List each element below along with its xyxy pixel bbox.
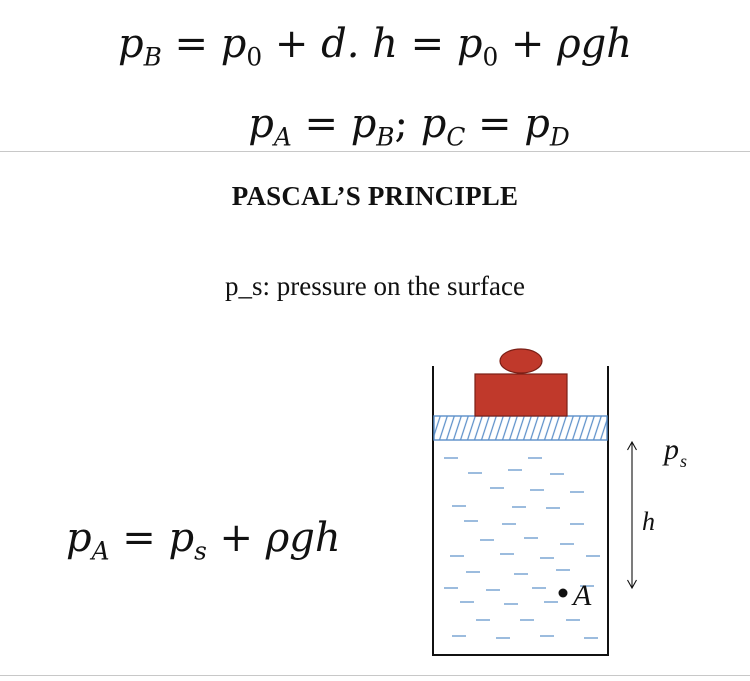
operator-equals: = — [291, 101, 351, 147]
surface-pressure-label: ps — [662, 433, 687, 471]
symbol-p: p — [168, 515, 195, 561]
symbol-p: p — [350, 101, 377, 147]
point-a-dot — [558, 588, 568, 598]
operator-equals: = — [161, 21, 221, 67]
operator-equals: = — [109, 515, 169, 561]
equation-pressure-pa: pA = ps + ρgh — [66, 510, 341, 566]
container-walls — [432, 366, 609, 656]
symbol-p: p — [248, 101, 274, 147]
subscript-a: A — [91, 536, 110, 566]
operator-equals: = — [465, 101, 525, 147]
equation-pressure-pb: pB = p0 + d. h = p0 + ρgh — [0, 12, 750, 76]
subscript-d: D — [549, 122, 570, 152]
term-rho-g-h: + ρgh — [498, 21, 633, 67]
symbol-p: p — [524, 101, 550, 147]
subscript-s: s — [194, 536, 207, 566]
subscript-b: B — [143, 42, 162, 72]
subscript-a: A — [273, 122, 292, 152]
depth-label: h — [642, 507, 655, 536]
pascal-diagram: A h ps — [420, 340, 720, 670]
subscript-b: B — [376, 122, 395, 152]
divider-top — [0, 151, 750, 152]
symbol-p: p — [456, 21, 483, 67]
liquid-dashes — [444, 457, 600, 639]
subscript-c: C — [446, 122, 466, 152]
symbol-p: p — [117, 21, 144, 67]
subscript-0: 0 — [246, 42, 263, 72]
weight-knob — [499, 348, 543, 374]
piston — [433, 415, 608, 441]
divider-bottom — [0, 675, 750, 676]
separator-semicolon: ; — [394, 101, 421, 147]
symbol-p: p — [220, 21, 247, 67]
subscript-0: 0 — [482, 42, 499, 72]
term-dh: + d. h = — [262, 21, 457, 67]
equation-pressure-equalities: pA = pB; pC = pD — [0, 92, 750, 156]
term-rho-g-h: + ρgh — [206, 515, 341, 561]
section-heading: PASCAL’S PRINCIPLE — [231, 181, 519, 211]
depth-arrow — [627, 440, 637, 590]
symbol-p: p — [66, 515, 92, 561]
definition-text: p_s: pressure on the surface — [225, 271, 525, 301]
point-a-label: A — [571, 579, 592, 612]
symbol-p: p — [420, 101, 447, 147]
weight-block — [474, 373, 568, 417]
container-figure: A h ps — [432, 348, 687, 656]
